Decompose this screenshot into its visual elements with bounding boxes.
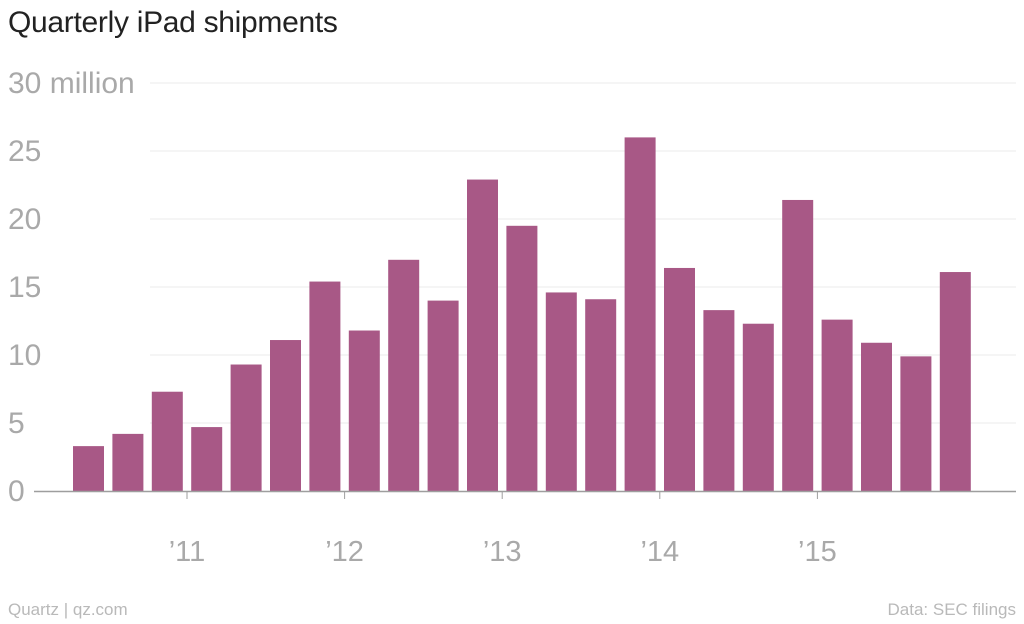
- footer-source-right: Data: SEC filings: [887, 600, 1017, 619]
- y-tick-label: 15: [8, 271, 41, 304]
- bar: [703, 310, 735, 491]
- bar: [388, 259, 420, 491]
- bar: [506, 225, 538, 492]
- bar: [782, 199, 814, 491]
- footer-source-left: Quartz | qz.com: [8, 600, 128, 619]
- bar: [585, 299, 617, 491]
- bar: [230, 364, 262, 491]
- y-tick-label: 25: [8, 135, 41, 168]
- bar: [742, 323, 774, 491]
- bars: [73, 137, 971, 492]
- x-tick-label: ’15: [798, 536, 837, 568]
- y-tick-label: 30 million: [8, 67, 135, 100]
- bar: [664, 267, 695, 491]
- y-tick-labels: 0 5 10 15 20 25 30 million: [8, 67, 135, 508]
- x-tick-label: ’13: [483, 536, 522, 568]
- bar: [73, 446, 104, 491]
- bar: [151, 391, 183, 491]
- bar: [939, 272, 971, 491]
- bar: [467, 179, 498, 491]
- bar: [112, 433, 144, 491]
- bar: [191, 427, 223, 491]
- bar: [270, 340, 301, 491]
- bar: [900, 356, 932, 491]
- bar: [821, 319, 853, 491]
- bar: [427, 300, 459, 491]
- y-tick-label: 0: [8, 475, 25, 508]
- y-tick-label: 10: [8, 339, 41, 372]
- x-tick-labels: ’11 ’12 ’13 ’14 ’15: [169, 492, 837, 568]
- y-tick-label: 20: [8, 203, 41, 236]
- bar: [348, 330, 380, 491]
- x-tick-label: ’11: [169, 536, 206, 568]
- bar: [861, 342, 892, 491]
- bar: [624, 137, 656, 491]
- chart-title: Quarterly iPad shipments: [8, 6, 338, 39]
- bar: [309, 281, 341, 491]
- bar: [545, 292, 577, 491]
- x-tick-label: ’12: [325, 536, 364, 568]
- y-tick-label: 5: [8, 407, 25, 440]
- x-tick-label: ’14: [640, 536, 679, 568]
